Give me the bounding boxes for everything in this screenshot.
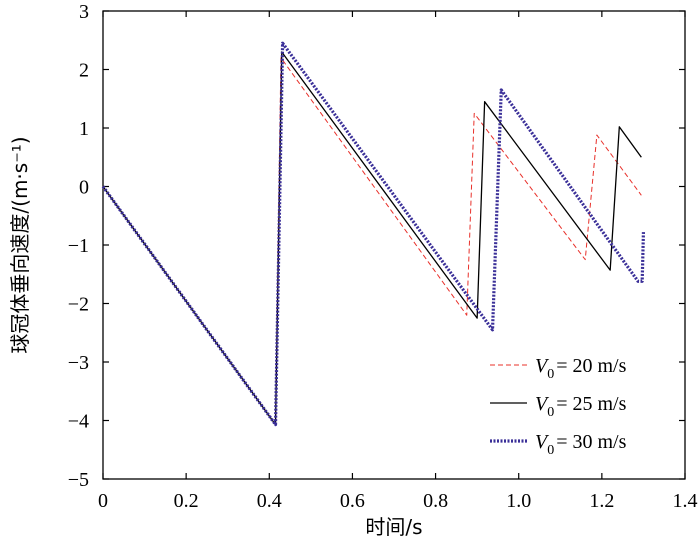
y-tick-label: −5 <box>68 469 89 491</box>
x-tick-label: 0.4 <box>257 490 282 512</box>
y-tick-label: −2 <box>68 294 89 316</box>
legend: V0 = 20 m/s V0 = 25 m/s V0 = 30 m/s <box>490 355 627 458</box>
y-tick-label: −3 <box>68 352 89 374</box>
y-tick-label: 1 <box>79 118 89 140</box>
series-line-3 <box>101 41 646 427</box>
x-tick-label: 1.4 <box>673 490 698 512</box>
y-tick-label: −4 <box>68 411 89 433</box>
x-tick-label: 0 <box>98 490 108 512</box>
x-tick-label: 1.2 <box>589 490 614 512</box>
y-tick-label: 3 <box>79 1 89 23</box>
series-lines <box>101 41 646 427</box>
legend-label-3: V0 = 30 m/s <box>535 431 627 458</box>
x-tick-label: 0.2 <box>174 490 199 512</box>
legend-label-1: V0 = 20 m/s <box>535 355 627 382</box>
series-line-2 <box>102 51 642 426</box>
x-tick-label: 0.6 <box>340 490 365 512</box>
x-axis-title: 时间/s <box>365 515 422 539</box>
legend-label-2: V0 = 25 m/s <box>535 393 627 420</box>
tick-marks <box>102 10 686 480</box>
y-axis-title: 球冠体垂向速度/(m·s⁻¹) <box>8 136 32 353</box>
x-tick-labels: 0 0.2 0.4 0.6 0.8 1.0 1.2 1.4 <box>98 490 698 512</box>
x-tick-label: 0.8 <box>423 490 448 512</box>
y-tick-label: −1 <box>68 235 89 257</box>
y-tick-label: 0 <box>79 177 89 199</box>
y-tick-label: 2 <box>79 60 89 82</box>
x-tick-label: 1.0 <box>506 490 531 512</box>
y-tick-labels: −5 −4 −3 −2 −1 0 1 2 3 <box>68 1 89 491</box>
